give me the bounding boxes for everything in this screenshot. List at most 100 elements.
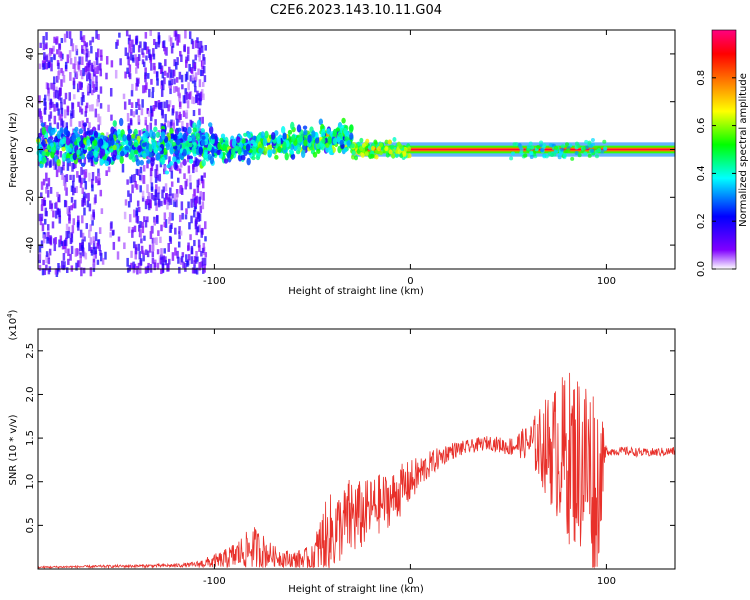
spectrogram-noise-mark xyxy=(198,47,201,55)
spectrogram-noise-mark xyxy=(197,68,200,76)
spectrogram-band-mark xyxy=(321,138,326,144)
spectrogram-noise-mark xyxy=(190,198,193,208)
spectrogram-marks xyxy=(35,30,675,277)
spectrogram-noise-mark xyxy=(142,250,145,256)
spectrogram-band-mark xyxy=(288,148,294,154)
spectrogram-noise-mark xyxy=(92,247,96,255)
spectrogram-noise-mark xyxy=(129,52,133,61)
spectrogram-noise-mark xyxy=(128,64,132,73)
spectrogram-noise-mark xyxy=(90,249,94,256)
spectrogram-noise-mark xyxy=(183,45,186,52)
spectrogram-noise-mark xyxy=(149,112,153,122)
spectrogram-band-mark xyxy=(80,154,86,160)
spectrogram-noise-mark xyxy=(197,93,201,101)
spectrogram-noise-mark xyxy=(182,110,186,118)
spectrogram-noise-mark xyxy=(98,116,102,126)
spectrogram-noise-mark xyxy=(134,250,137,260)
spectrogram-noise-mark xyxy=(99,250,102,256)
spectrogram-noise-mark xyxy=(147,192,151,200)
spectrogram-band-mark xyxy=(164,170,170,175)
spectrogram-band-mark xyxy=(303,139,308,147)
spectrogram-noise-mark xyxy=(178,114,181,123)
spectrogram-band-mark xyxy=(190,133,196,143)
spectrogram-noise-mark xyxy=(158,62,161,70)
spectrogram-noise-mark xyxy=(156,78,159,86)
spectrogram-noise-mark xyxy=(42,63,45,70)
spectrogram-noise-mark xyxy=(88,242,91,252)
spectrogram-noise-mark xyxy=(164,259,167,266)
spectrogram-noise-mark xyxy=(41,223,45,232)
spectrogram-band-mark xyxy=(264,130,269,139)
spectrogram-noise-mark xyxy=(54,268,58,275)
spectrogram-noise-mark xyxy=(128,34,131,41)
spectrogram-noise-mark xyxy=(91,76,95,84)
spectrogram-noise-mark xyxy=(164,183,168,192)
spectrogram-noise-mark xyxy=(46,189,50,198)
spectrogram-carrier-mark xyxy=(558,152,563,157)
spectrogram-band-mark xyxy=(78,128,84,135)
spectrogram-noise-mark xyxy=(53,54,56,61)
spectrogram-carrier-mark xyxy=(390,153,395,159)
spectrogram-carrier-mark xyxy=(364,151,369,157)
spectrogram-noise-mark xyxy=(47,87,50,97)
spectrogram-noise-mark xyxy=(60,67,63,74)
spectrogram-noise-mark xyxy=(168,258,171,265)
spectrogram-noise-mark xyxy=(166,201,169,210)
spectrogram-noise-mark xyxy=(179,185,182,194)
spectrogram-noise-mark xyxy=(198,213,202,222)
spectrogram-noise-mark xyxy=(171,193,174,199)
spectrogram-noise-mark xyxy=(149,168,153,177)
spectrogram-band-mark xyxy=(270,131,276,140)
spectrogram-noise-mark xyxy=(181,252,185,258)
spectrogram-noise-mark xyxy=(196,185,200,194)
spectrogram-noise-mark xyxy=(83,251,86,258)
spectrogram-noise-mark xyxy=(150,163,154,171)
spectrogram-noise-mark xyxy=(184,88,187,95)
spectrogram-noise-mark xyxy=(155,237,158,246)
spectrogram-noise-mark xyxy=(190,245,194,255)
snr-xtick-label: -100 xyxy=(203,576,226,587)
spectrogram-noise-mark xyxy=(193,80,197,87)
spectrogram-noise-mark xyxy=(200,175,204,181)
spectrogram-noise-mark xyxy=(50,48,54,55)
spectrogram-noise-mark xyxy=(204,221,207,230)
spectrogram-noise-mark xyxy=(87,192,90,202)
spectrogram-carrier-mark xyxy=(511,151,516,156)
spectrogram-noise-mark xyxy=(145,199,149,205)
spectrogram-noise-mark xyxy=(83,133,86,140)
spectrogram-noise-mark xyxy=(122,93,126,100)
spectrogram-noise-mark xyxy=(59,87,62,96)
spectrogram-noise-mark xyxy=(157,192,160,200)
spectrogram-noise-mark xyxy=(95,75,98,83)
spectrogram-noise-mark xyxy=(153,62,156,70)
spectrogram-noise-mark xyxy=(74,248,78,257)
spectrogram-band-mark xyxy=(325,142,330,148)
spectrogram-noise-mark xyxy=(51,221,55,229)
spectrogram-noise-mark xyxy=(165,100,169,109)
spectrogram-noise-mark xyxy=(184,263,187,272)
spectrogram-noise-mark xyxy=(44,218,47,225)
spectrogram-noise-mark xyxy=(109,232,112,238)
spectrogram-noise-mark xyxy=(140,238,143,244)
spectrogram-noise-mark xyxy=(119,58,122,66)
spectrogram-noise-mark xyxy=(84,193,88,199)
spectrogram-carrier-mark xyxy=(603,146,608,151)
spectrogram-noise-mark xyxy=(80,108,84,115)
spectrogram-noise-mark xyxy=(138,104,141,110)
spectrogram-noise-mark xyxy=(142,61,146,68)
spectrogram-noise-mark xyxy=(116,251,120,260)
spectrogram-noise-mark xyxy=(97,113,100,123)
spectrogram-noise-mark xyxy=(148,155,151,162)
spectrogram-noise-mark xyxy=(67,226,71,234)
colorbar-tick-label: 0.2 xyxy=(696,213,707,229)
spectrogram-noise-mark xyxy=(187,82,190,91)
spectrogram-band-mark xyxy=(165,142,170,151)
spectrogram-noise-mark xyxy=(187,245,190,252)
spectrogram-noise-mark xyxy=(189,119,193,127)
spectrogram-carrier-mark xyxy=(596,148,601,153)
spectrogram-noise-mark xyxy=(150,62,153,71)
spectrogram-band-mark xyxy=(62,136,67,144)
spectrogram-band-mark xyxy=(192,127,197,133)
spectrogram-noise-mark xyxy=(47,231,50,241)
spectrogram-band-mark xyxy=(111,154,117,161)
